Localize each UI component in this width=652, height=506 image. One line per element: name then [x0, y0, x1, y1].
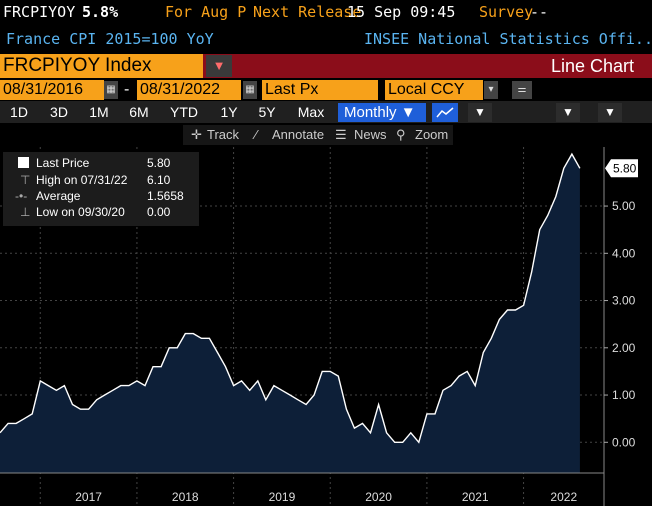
- legend-last-value: 5.80: [147, 156, 171, 170]
- x-tick-label: 2020: [365, 490, 392, 504]
- settings-dropdown-icon[interactable]: ▼: [556, 103, 580, 122]
- legend-average-value: 1.5658: [147, 189, 184, 203]
- average-marker-icon: -•-: [15, 189, 28, 203]
- track-button[interactable]: Track: [207, 127, 240, 142]
- currency-select[interactable]: Local CCY: [385, 80, 483, 100]
- annotate-button[interactable]: Annotate: [272, 127, 325, 142]
- security-description: France CPI 2015=100 YoY: [6, 30, 214, 48]
- period-6m-button[interactable]: 6M: [129, 104, 149, 120]
- chart-type-label[interactable]: Line Chart: [550, 56, 634, 76]
- chart-style-dropdown-icon[interactable]: ▼: [468, 103, 492, 122]
- x-tick-label: 2021: [462, 490, 489, 504]
- frequency-select[interactable]: Monthly ▼: [338, 103, 426, 122]
- series-area: [0, 154, 580, 473]
- tool-bar: ✛ Track ⁄ Annotate ☰ News ⚲ Zoom: [183, 125, 453, 145]
- pencil-icon: ⁄: [255, 127, 258, 142]
- legend-average-label: Average: [36, 189, 81, 203]
- survey-label: Survey: [479, 3, 534, 21]
- legend-last-label: Last Price: [36, 156, 90, 170]
- period-max-button[interactable]: Max: [297, 104, 325, 120]
- period-ytd-button[interactable]: YTD: [170, 104, 198, 120]
- period-1d-button[interactable]: 1D: [10, 104, 28, 120]
- legend-high-label: High on 07/31/22: [36, 173, 128, 187]
- chevron-down-icon[interactable]: ▾: [484, 81, 498, 99]
- options-dropdown-icon[interactable]: ▼: [598, 103, 622, 122]
- last-value-label: 5.80: [613, 161, 637, 175]
- calendar-icon[interactable]: ▦: [243, 81, 257, 99]
- legend-high-row: ⊤ High on 07/31/22 6.10: [3, 173, 199, 189]
- zoom-button[interactable]: Zoom: [415, 127, 449, 142]
- legend-low-row: ⊥ Low on 09/30/20 0.00: [3, 205, 199, 221]
- survey-value: --: [530, 3, 549, 21]
- settings-dropdown-icon[interactable]: ⚌: [512, 81, 532, 99]
- legend-low-label: Low on 09/30/20: [36, 205, 125, 219]
- legend-high-value: 6.10: [147, 173, 171, 187]
- y-tick-label: 3.00: [612, 294, 636, 308]
- crosshair-icon: ✛: [191, 127, 202, 142]
- search-icon: ⚲: [396, 127, 406, 142]
- security-dropdown-icon[interactable]: ▼: [206, 55, 232, 77]
- news-icon: ☰: [335, 127, 347, 142]
- high-marker-icon: ⊤: [20, 173, 31, 187]
- date-separator: -: [124, 81, 130, 98]
- legend-low-value: 0.00: [147, 205, 171, 219]
- series-line: [0, 152, 581, 444]
- low-marker-icon: ⊥: [20, 205, 31, 219]
- legend-last-row: Last Price 5.80: [3, 156, 199, 172]
- y-tick-label: 1.00: [612, 388, 636, 402]
- next-release-label: Next Release: [253, 3, 362, 21]
- start-date-input[interactable]: 08/31/2016: [0, 80, 104, 100]
- x-tick-label: 2018: [172, 490, 199, 504]
- security-input[interactable]: FRCPIYOY Index: [0, 54, 203, 78]
- chart-legend: Last Price 5.80 ⊤ High on 07/31/22 6.10 …: [3, 152, 199, 226]
- y-tick-label: 0.00: [612, 435, 636, 449]
- period-1m-button[interactable]: 1M: [89, 104, 109, 120]
- end-date-input[interactable]: 08/31/2022: [137, 80, 241, 100]
- next-release-value: 15 Sep 09:45: [347, 3, 456, 21]
- legend-average-row: -•- Average 1.5658: [3, 189, 199, 205]
- news-button[interactable]: News: [354, 127, 387, 142]
- period-5y-button[interactable]: 5Y: [258, 104, 276, 120]
- period-label: For Aug P: [165, 3, 247, 21]
- period-3d-button[interactable]: 3D: [50, 104, 68, 120]
- x-tick-label: 2019: [269, 490, 296, 504]
- y-tick-label: 5.00: [612, 199, 636, 213]
- last-value: 5.8%: [82, 3, 119, 21]
- period-1y-button[interactable]: 1Y: [220, 104, 238, 120]
- field-select[interactable]: Last Px: [262, 80, 378, 100]
- y-tick-label: 2.00: [612, 341, 636, 355]
- x-tick-label: 2022: [550, 490, 577, 504]
- y-tick-label: 4.00: [612, 246, 636, 260]
- line-chart-icon[interactable]: [432, 103, 458, 122]
- data-source: INSEE National Statistics Offi...: [364, 30, 652, 48]
- x-tick-label: 2017: [75, 490, 102, 504]
- period-bar: 1D 3D 1M 6M YTD 1Y 5Y Max Monthly ▼ ▼ ▼ …: [0, 101, 652, 123]
- ticker-label: FRCPIYOY: [3, 3, 76, 21]
- calendar-icon[interactable]: ▦: [104, 81, 118, 99]
- last-value-tag: [605, 159, 638, 178]
- legend-color-swatch: [18, 157, 29, 168]
